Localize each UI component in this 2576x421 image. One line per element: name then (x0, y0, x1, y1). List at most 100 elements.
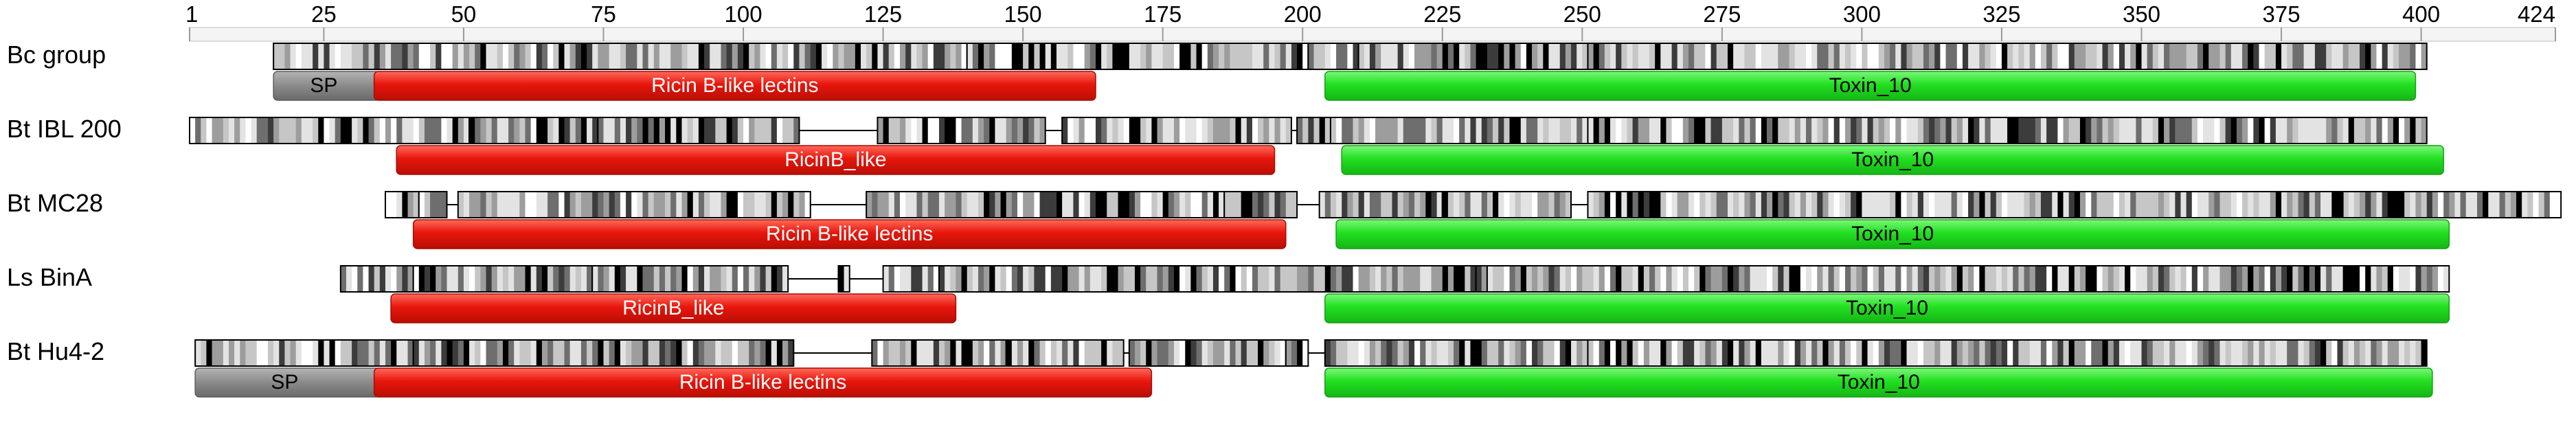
residue-cell (2230, 340, 2237, 366)
residue-cell (2040, 192, 2047, 218)
residue-cell (391, 340, 397, 366)
residue-cell (2079, 192, 2086, 218)
residue-cell (1297, 43, 1303, 69)
residue-cell (1179, 43, 1186, 69)
residue-cell (844, 266, 850, 292)
residue-cell (2191, 117, 2198, 144)
residue-cell (290, 43, 297, 69)
residue-cell (721, 192, 727, 218)
residue-cell (2415, 266, 2422, 292)
residue-cell (2147, 340, 2154, 366)
residue-cell (1330, 43, 1337, 69)
residue-cell (1436, 117, 1443, 144)
residue-cell (463, 340, 470, 366)
residue-cell (1140, 192, 1146, 218)
residue-cell (2331, 266, 2338, 292)
residue-cell (2365, 117, 2371, 144)
residue-cell (1604, 43, 1611, 69)
residue-cell (2007, 266, 2013, 292)
residue-cell (1694, 43, 1700, 69)
residue-cell (469, 340, 475, 366)
residue-cell (2404, 117, 2410, 144)
residue-cell (469, 266, 475, 292)
residue-cell (2393, 43, 2399, 69)
residue-cell (1929, 266, 1935, 292)
residue-cell (1800, 192, 1807, 218)
residue-cell (2175, 43, 2182, 69)
residue-cell (1895, 43, 1902, 69)
residue-cell (1733, 340, 1739, 366)
residue-cell (687, 340, 694, 366)
residue-cell (2499, 192, 2506, 218)
residue-cell (1224, 340, 1230, 366)
residue-cell (1974, 43, 1980, 69)
residue-cell (1688, 340, 1695, 366)
residue-cell (475, 117, 481, 144)
residue-cell (1146, 43, 1152, 69)
residue-cell (737, 192, 744, 218)
residue-cell (295, 340, 302, 366)
residue-cell (2001, 117, 2008, 144)
residue-cell (1246, 192, 1253, 218)
residue-cell (2471, 192, 2478, 218)
residue-cell (1364, 117, 1370, 144)
residue-cell (1638, 340, 1645, 366)
residue-cell (1414, 340, 1421, 366)
residue-cell (1912, 117, 1919, 144)
residue-cell (1162, 117, 1169, 144)
residue-cell (1794, 117, 1801, 144)
ruler-tick-label: 150 (1004, 1, 1042, 27)
residue-cell (754, 117, 761, 144)
residue-cell (514, 266, 520, 292)
residue-cell (1509, 117, 1516, 144)
residue-cell (402, 192, 409, 218)
residue-cell (1509, 192, 1516, 218)
residue-cell (201, 117, 207, 144)
residue-cell (2275, 192, 2282, 218)
residue-cell (1425, 192, 1432, 218)
residue-cell (1425, 117, 1432, 144)
residue-cell (631, 192, 637, 218)
residue-cell (1386, 43, 1393, 69)
residue-cell (212, 340, 218, 366)
residue-cell (2108, 340, 2114, 366)
residue-cell (2079, 117, 2086, 144)
residue-cell (1643, 117, 1650, 144)
residue-cell (447, 340, 453, 366)
ricin-domain-bar (390, 293, 957, 323)
residue-cell (1481, 43, 1488, 69)
sequence-name: Bc group (7, 41, 106, 69)
residue-cell (402, 117, 409, 144)
residue-cell (1772, 117, 1778, 144)
residue-cell (927, 192, 934, 218)
residue-cell (2158, 340, 2165, 366)
residue-cell (2264, 192, 2271, 218)
residue-cell (569, 266, 576, 292)
residue-cell (1577, 43, 1583, 69)
residue-cell (587, 117, 593, 144)
residue-cell (1062, 340, 1068, 366)
residue-cell (2108, 117, 2114, 144)
ricin-domain: RicinB_like (390, 293, 957, 323)
residue-cell (1890, 192, 1896, 218)
residue-cell (1420, 192, 1426, 218)
residue-cell (2505, 192, 2511, 218)
residue-cell (1185, 192, 1191, 218)
residue-cell (2063, 43, 2070, 69)
residue-cell (1414, 192, 1421, 218)
residue-cell (2035, 43, 2042, 69)
residue-cell (2169, 266, 2176, 292)
residue-cell (1577, 117, 1583, 144)
ricin-domain-label: Ricin B-like lectins (679, 371, 846, 394)
residue-cell (1493, 340, 1499, 366)
residue-cell (1660, 266, 1667, 292)
residue-cell (1269, 340, 1276, 366)
residue-cell (665, 192, 671, 218)
residue-cell (1313, 266, 1320, 292)
residue-cell (2130, 340, 2136, 366)
residue-cell (1241, 43, 1247, 69)
residue-cell (1442, 117, 1449, 144)
aligned-segment (1318, 191, 1443, 218)
residue-cell (2432, 192, 2439, 218)
residue-cell (1621, 43, 1628, 69)
